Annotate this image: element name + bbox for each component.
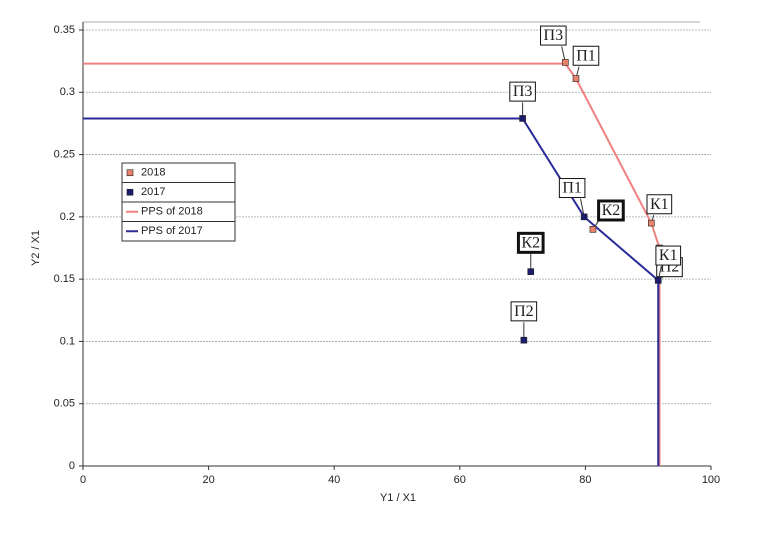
point-label: П3 [540, 25, 567, 46]
point-label-text: П2 [514, 303, 534, 320]
point [589, 226, 597, 233]
point [572, 75, 580, 82]
point-label-text: П1 [576, 47, 596, 64]
point-label: К1 [646, 194, 673, 215]
y-tick-label: 0.3 [60, 86, 75, 98]
label-box [540, 25, 567, 46]
point-label: П1 [572, 45, 600, 66]
label-box [655, 245, 682, 266]
y-tick-label: 0.25 [54, 148, 75, 160]
point [580, 213, 588, 221]
point-label: К1 [655, 245, 682, 266]
y-tick-label: 0 [69, 460, 75, 472]
point-label: П3 [509, 81, 536, 102]
point-label-text: П3 [544, 27, 564, 44]
point-label-text: П1 [562, 180, 582, 197]
y-tick-label: 0.15 [54, 273, 75, 285]
point-label-text: К2 [521, 234, 540, 251]
x-tick-label: 100 [702, 474, 720, 486]
label-box [558, 178, 586, 199]
label-box [597, 199, 625, 222]
x-tick-label: 20 [202, 474, 214, 486]
point-label-text: П3 [513, 83, 533, 100]
pps-line [83, 62, 661, 466]
point-label-text: К2 [602, 202, 621, 219]
x-tick-label: 40 [328, 474, 340, 486]
legend-label: PPS of 2018 [141, 206, 203, 218]
x-tick-label: 80 [579, 474, 591, 486]
legend-label: 2017 [141, 186, 165, 198]
label-box [572, 45, 600, 66]
point-label: К2 [597, 199, 625, 222]
y-tick-label: 0.35 [54, 24, 75, 36]
y-axis-title: Y2 / X1 [30, 230, 42, 266]
point [527, 268, 535, 275]
point [654, 277, 662, 284]
point-label-text: К1 [650, 196, 669, 213]
label-box [646, 194, 673, 215]
y-tick-label: 0.2 [60, 211, 75, 223]
x-tick-label: 0 [80, 474, 86, 486]
x-axis-title: Y1 / X1 [380, 492, 416, 504]
legend-marker [126, 188, 134, 196]
label-box [509, 81, 536, 102]
point-label-text: К1 [659, 247, 678, 264]
x-tick-label: 60 [454, 474, 466, 486]
y-tick-label: 0.05 [54, 398, 75, 410]
point-label: К2 [516, 231, 545, 254]
label-box [510, 301, 538, 322]
point [520, 336, 528, 344]
legend-marker [126, 169, 134, 177]
legend-label: 2018 [141, 167, 165, 179]
point [519, 115, 526, 122]
point [648, 219, 655, 227]
legend-label: PPS of 2017 [141, 225, 203, 237]
y-tick-label: 0.1 [60, 335, 75, 347]
point [562, 59, 569, 66]
label-box [516, 231, 545, 254]
point-label: П2 [510, 301, 538, 322]
point-label: П1 [558, 178, 586, 199]
